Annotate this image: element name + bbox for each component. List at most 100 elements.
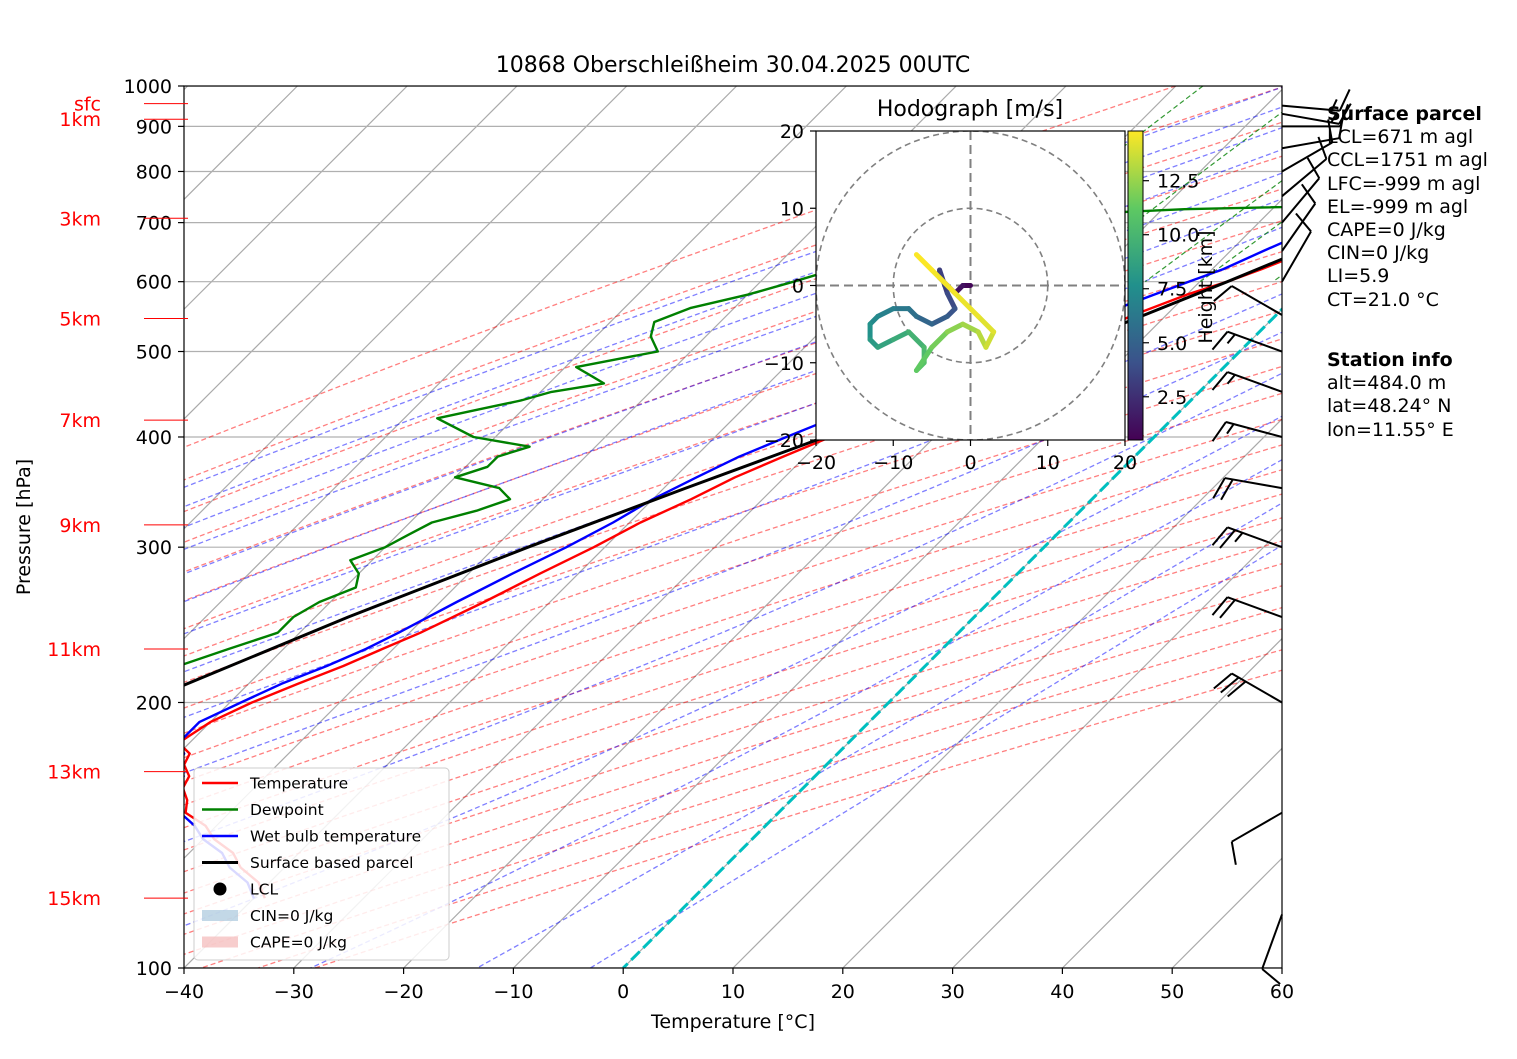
- colorbar-tick-label: 7.5: [1157, 279, 1187, 301]
- legend-temperature-label: Temperature: [249, 775, 348, 793]
- height-label: 15km: [47, 888, 101, 910]
- wind-barb: [1281, 157, 1321, 224]
- barb-half-flag: [1330, 111, 1338, 123]
- dry-adiabat: [184, 517, 1282, 873]
- barb-shaft: [1281, 137, 1340, 150]
- wind-barb: [1213, 285, 1283, 316]
- barb-shaft: [1225, 421, 1283, 438]
- barb-half-flag: [1226, 374, 1236, 385]
- x-tick-label: 0: [617, 981, 629, 1003]
- surface-parcel-header: Surface parcel: [1327, 103, 1482, 125]
- wetbulb-line: [184, 241, 1282, 899]
- barb-flag: [1213, 672, 1233, 690]
- hodograph-x-tick-label: 10: [1036, 452, 1060, 474]
- barb-half-flag: [1330, 98, 1338, 111]
- wind-barb: [1261, 914, 1283, 985]
- barb-flag: [1327, 119, 1334, 143]
- y-axis-label: Pressure [hPa]: [13, 459, 35, 595]
- x-tick-label: −20: [384, 981, 424, 1003]
- barb-shaft: [1281, 141, 1333, 173]
- height-label: 1km: [59, 109, 101, 131]
- legend-wetbulb-label: Wet bulb temperature: [250, 828, 421, 846]
- barb-shaft: [1227, 596, 1283, 618]
- isotherm-line: [512, 198, 1282, 968]
- barb-shaft: [1231, 672, 1283, 704]
- isotherm-line: [952, 637, 1282, 968]
- hodograph-segment: [875, 337, 896, 350]
- surface-lcl: LCL=671 m agl: [1327, 126, 1474, 149]
- hodograph-x-tick-label: 20: [1113, 452, 1137, 474]
- y-tick-label: 400: [136, 427, 172, 449]
- hodograph-y-tick-label: −20: [764, 430, 804, 452]
- mixing-ratio-line: [1199, 221, 1282, 283]
- barb-flag: [1220, 676, 1240, 694]
- legend-frame: [193, 767, 450, 961]
- mixing-ratio-line: [1490, 86, 1517, 282]
- dry-adiabat: [184, 444, 1282, 806]
- legend-cape-label: CAPE=0 J/kg: [250, 934, 347, 952]
- y-tick-label: 600: [136, 272, 172, 294]
- colorbar-tick-label: 10.0: [1157, 225, 1199, 247]
- x-tick-label: −10: [493, 981, 533, 1003]
- colorbar-tick-label: 2.5: [1157, 387, 1187, 409]
- height-label: sfc: [74, 94, 101, 116]
- barb-flag: [1219, 599, 1236, 619]
- wind-barb: [1281, 114, 1345, 150]
- wind-barb: [1213, 672, 1283, 704]
- isotherm-line: [184, 86, 628, 530]
- hodograph-title: Hodograph [m/s]: [877, 97, 1063, 122]
- legend-lcl-swatch: [213, 882, 227, 896]
- hodograph-x-tick-label: −10: [873, 452, 913, 474]
- barb-shaft: [1281, 104, 1340, 112]
- x-tick-label: 40: [1050, 981, 1074, 1003]
- isotherm-line: [842, 527, 1282, 968]
- barb-flag: [1261, 968, 1281, 985]
- hodograph-inset: Hodograph [m/s] −20 −10 0 10 20 20 10 0 −10 −20 2…: [764, 97, 1217, 474]
- chart-title: 10868 Oberschleißheim 30.04.2025 00UTC: [496, 53, 971, 78]
- station-info: Station info alt=484.0 m lat=48.24° N lo…: [1327, 349, 1454, 442]
- surface-cin: CIN=0 J/kg: [1327, 242, 1430, 265]
- barb-shaft: [1261, 914, 1283, 970]
- barb-shaft: [1281, 177, 1321, 224]
- legend-cin-label: CIN=0 J/kg: [250, 907, 333, 925]
- wind-barb: [1212, 477, 1283, 501]
- barb-shaft: [1227, 526, 1283, 549]
- y-tick-label: 700: [136, 213, 172, 235]
- height-label: 13km: [47, 762, 101, 784]
- moist-adiabat: [184, 106, 1282, 508]
- height-label: 11km: [47, 639, 101, 661]
- wind-barb: [1281, 212, 1312, 283]
- height-label: 3km: [59, 208, 101, 230]
- station-lat: lat=48.24° N: [1327, 395, 1452, 418]
- x-tick-label: 50: [1160, 981, 1184, 1003]
- hodograph-x-tick-label: 0: [964, 452, 976, 474]
- isotherm-line: [184, 86, 738, 640]
- hodograph-y-tick-label: 20: [780, 121, 804, 143]
- barb-flag: [1211, 526, 1229, 546]
- isotherm-line: [184, 86, 518, 420]
- hodograph-segment: [929, 329, 950, 350]
- y-tick-label: 800: [136, 161, 172, 183]
- dry-adiabat: [184, 585, 1282, 935]
- legend-dewpoint-label: Dewpoint: [250, 801, 324, 819]
- station-alt: alt=484.0 m: [1327, 372, 1447, 395]
- y-tick-label: 900: [136, 116, 172, 138]
- wind-barb: [1230, 811, 1283, 865]
- hodograph-segment: [913, 313, 935, 327]
- dry-adiabat: [184, 365, 1282, 734]
- dry-adiabat: [184, 121, 1282, 513]
- hodograph-segment: [875, 306, 896, 319]
- legend-parcel-label: Surface based parcel: [250, 854, 413, 872]
- legend-dewpoint: Dewpoint: [202, 801, 324, 819]
- hodograph-segment: [929, 313, 950, 327]
- surface-ct: CT=21.0 °C: [1327, 288, 1439, 311]
- barb-shaft: [1231, 285, 1283, 316]
- barb-half-flag: [1226, 423, 1235, 435]
- hodograph-y-tick-label: −10: [764, 353, 804, 375]
- wind-barb: [1281, 89, 1351, 112]
- x-tick-label: −30: [274, 981, 314, 1003]
- wind-barb: [1211, 596, 1283, 619]
- barb-flag: [1338, 89, 1351, 112]
- dry-adiabat: [184, 606, 1282, 956]
